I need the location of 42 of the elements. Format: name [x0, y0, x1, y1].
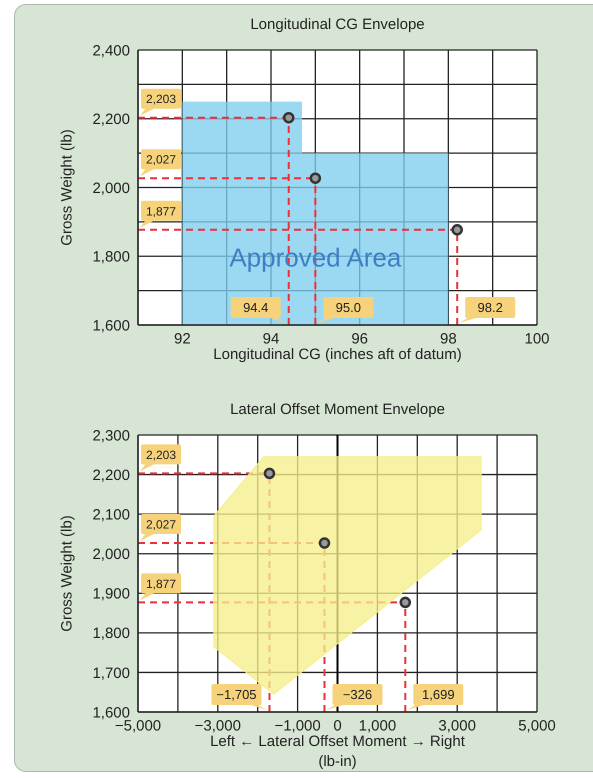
y-axis-title: Gross Weight (lb)	[58, 515, 76, 632]
x-tick-label: 100	[524, 330, 550, 348]
chart-title: Lateral Offset Moment Envelope	[229, 401, 446, 418]
ref-line-label: 2,027	[146, 518, 176, 532]
y-axis-title: Gross Weight (lb)	[58, 129, 76, 246]
chart-title: Longitudinal CG Envelope	[249, 16, 426, 33]
ref-line-label: 2,027	[146, 152, 176, 167]
y-tick-label: 2,100	[92, 506, 130, 524]
x-tick-label: 96	[351, 330, 368, 348]
x-tick-label: −1,000	[274, 718, 321, 735]
series-label: Approved Area	[229, 242, 402, 273]
y-tick-label: 1,800	[92, 625, 130, 642]
ref-line-label: 94.4	[243, 300, 268, 315]
ref-line-label: 2,203	[146, 448, 176, 462]
y-tick-label: 1,800	[92, 248, 130, 266]
x-tick-label: 3,000	[438, 718, 476, 735]
ref-line-label: 2,203	[146, 92, 176, 106]
ref-line-label: 98.2	[478, 300, 503, 315]
x-tick-label: 5,000	[518, 718, 556, 735]
x-tick-label: −3,000	[194, 718, 241, 735]
ref-line-label: 1,877	[146, 204, 176, 218]
ref-line-label: −326	[342, 687, 372, 702]
ref-line-label: −1,705	[216, 687, 257, 702]
y-tick-label: 2,000	[92, 180, 130, 197]
y-tick-label: 2,000	[92, 546, 130, 564]
y-tick-label: 1,600	[92, 317, 130, 334]
x-tick-label: 1,000	[358, 718, 396, 735]
x-axis-title: Left ← Lateral Offset Moment → Right (lb-in)	[209, 733, 466, 772]
y-tick-label: 2,400	[92, 42, 130, 60]
x-tick-label: 98	[440, 330, 457, 348]
x-axis-title: Longitudinal CG (inches aft of datum)	[213, 346, 462, 363]
ref-line-label: 95.0	[336, 300, 361, 315]
ref-line-label: 1,877	[146, 576, 176, 591]
y-tick-label: 2,200	[92, 466, 130, 484]
y-tick-label: 1,900	[92, 586, 130, 603]
x-tick-label: 92	[174, 330, 191, 348]
y-tick-label: 1,700	[92, 664, 130, 682]
ref-line-label: 1,699	[422, 687, 455, 702]
x-tick-label: 0	[333, 718, 342, 735]
x-tick-label: 94	[262, 330, 280, 348]
y-tick-label: 2,300	[92, 427, 130, 444]
y-tick-label: 2,200	[92, 111, 130, 128]
